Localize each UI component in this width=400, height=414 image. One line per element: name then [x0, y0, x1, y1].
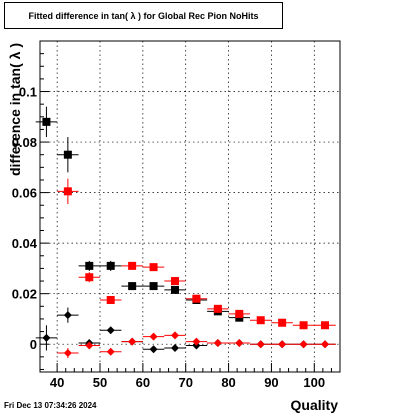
data-point-square — [149, 263, 158, 272]
axes: 40 50 60 70 80 90 100 0 0.02 0.04 0.06 0.08 0.1 — [12, 40, 341, 390]
data-point-diamond — [299, 340, 308, 349]
data-point-diamond — [63, 349, 72, 358]
y-tick-label: 0.1 — [19, 85, 37, 100]
data-point-diamond — [149, 345, 158, 354]
plot-frame — [39, 40, 341, 373]
data-point-diamond — [235, 338, 244, 347]
x-tick-label: 100 — [303, 375, 325, 390]
data-point-square — [321, 321, 329, 330]
x-tick-label: 40 — [50, 375, 64, 390]
data-point-square — [171, 277, 179, 286]
x-tick-label: 50 — [93, 375, 107, 390]
data-point-diamond — [278, 340, 287, 349]
data-point-square — [299, 321, 308, 330]
data-point-square — [278, 318, 287, 327]
data-point-diamond — [192, 337, 201, 346]
data-point-square — [235, 309, 244, 318]
data-point-square — [63, 150, 72, 159]
series-3 — [57, 331, 336, 359]
y-tick-label: 0.06 — [12, 186, 37, 201]
data-point-diamond — [42, 333, 51, 342]
data-point-diamond — [149, 332, 158, 341]
grid — [40, 41, 340, 372]
x-tick-label: 90 — [264, 375, 278, 390]
data-point-diamond — [256, 340, 265, 349]
x-tick-label: 80 — [221, 375, 235, 390]
data-point-diamond — [321, 340, 329, 349]
data-point-square — [63, 187, 72, 196]
x-tick-label: 60 — [136, 375, 150, 390]
data-point-square — [128, 261, 137, 270]
data-point-diamond — [128, 337, 137, 346]
data-point-square — [171, 285, 179, 294]
chart-title: Fitted difference in tan( λ ) for Global… — [4, 2, 283, 29]
series-1 — [57, 178, 336, 330]
data-point-diamond — [106, 326, 115, 335]
data-point-diamond — [106, 347, 115, 356]
y-tick-label: 0.02 — [12, 287, 37, 302]
data-point-diamond — [213, 338, 222, 347]
data-point-diamond — [85, 341, 94, 350]
data-point-square — [106, 261, 115, 270]
x-tick-label: 70 — [178, 375, 192, 390]
data-point-square — [149, 282, 158, 291]
data-point-diamond — [171, 331, 179, 340]
data-point-square — [128, 282, 137, 291]
data-points — [35, 106, 336, 359]
data-point-square — [106, 295, 115, 304]
data-point-square — [213, 304, 222, 313]
data-point-square — [85, 273, 94, 282]
data-point-square — [192, 294, 201, 303]
data-point-square — [256, 316, 265, 325]
data-point-square — [85, 261, 94, 270]
y-tick-label: 0.08 — [12, 135, 37, 150]
data-point-diamond — [171, 343, 179, 352]
y-tick-label: 0.04 — [12, 236, 38, 251]
data-point-diamond — [63, 311, 72, 320]
y-tick-label: 0 — [30, 337, 37, 352]
x-axis-label: Quality — [291, 397, 339, 413]
footer-timestamp: Fri Dec 13 07:34:26 2024 — [4, 401, 97, 410]
y-axis-label: difference in tan( λ ) — [7, 43, 23, 176]
data-point-square — [42, 117, 51, 126]
